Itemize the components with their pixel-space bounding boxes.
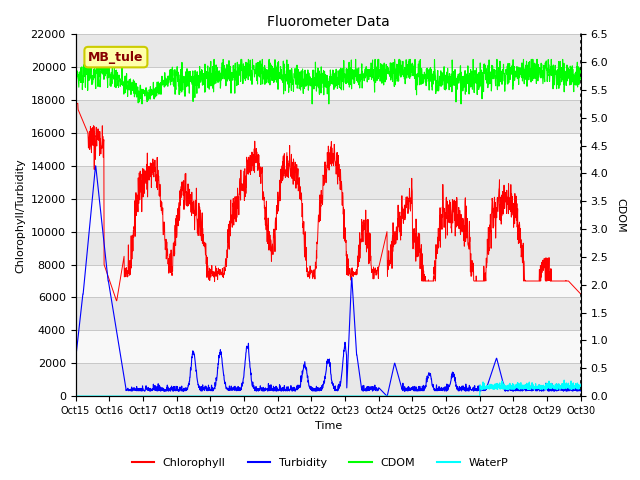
Y-axis label: CDOM: CDOM [615, 198, 625, 232]
Bar [76, 100, 581, 133]
Bar [76, 166, 581, 199]
Y-axis label: Chlorophyll/Turbidity: Chlorophyll/Turbidity [15, 158, 25, 273]
Bar [76, 232, 581, 264]
Legend: Chlorophyll, Turbidity, CDOM, WaterP: Chlorophyll, Turbidity, CDOM, WaterP [127, 453, 513, 472]
Bar [76, 330, 581, 363]
Bar [76, 67, 581, 100]
Bar [76, 133, 581, 166]
Bar [76, 363, 581, 396]
Text: MB_tule: MB_tule [88, 50, 143, 64]
Bar [76, 298, 581, 330]
Title: Fluorometer Data: Fluorometer Data [267, 15, 390, 29]
Bar [76, 264, 581, 298]
Bar [76, 199, 581, 232]
Bar [76, 35, 581, 67]
X-axis label: Time: Time [315, 421, 342, 432]
